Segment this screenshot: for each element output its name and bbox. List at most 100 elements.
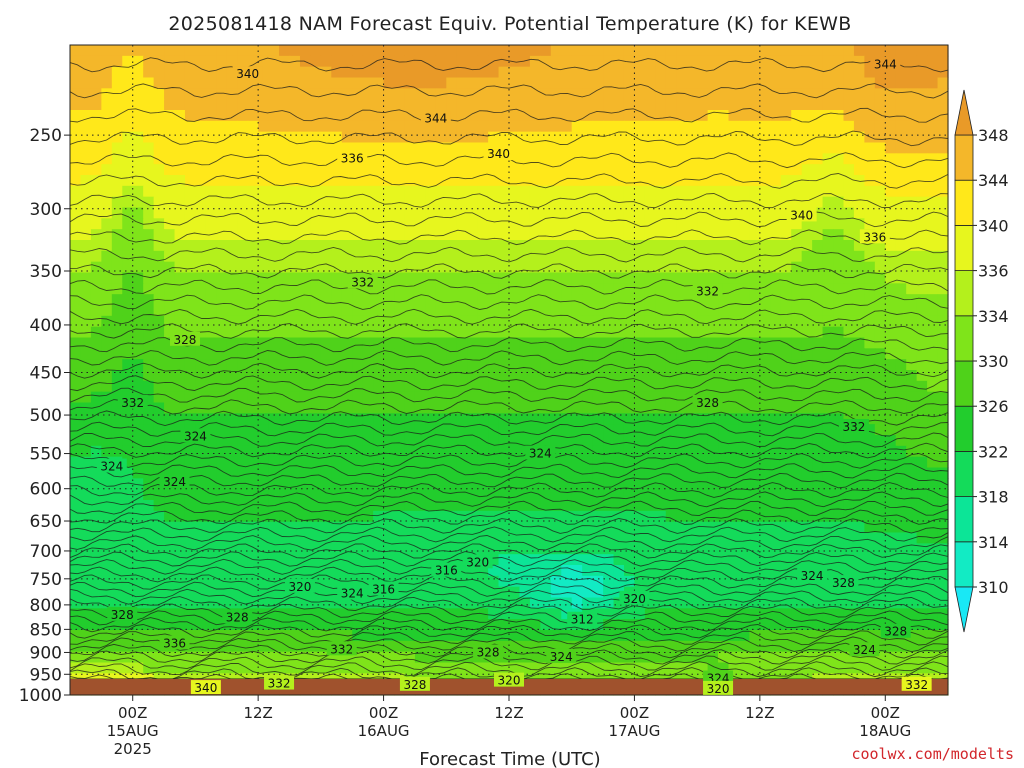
field-cell [404,99,416,111]
field-cell [205,164,217,176]
field-cell [435,478,447,490]
field-cell [853,250,865,263]
field-cell [509,315,521,328]
field-cell [519,272,531,284]
field-cell [174,413,186,425]
field-cell [603,110,615,122]
field-cell [906,153,918,165]
field-cell [226,586,238,599]
field-cell [477,619,489,631]
field-cell [143,554,155,566]
field-cell [634,294,646,306]
field-cell [665,467,677,479]
field-cell [853,196,865,209]
field-cell [216,142,228,154]
field-cell [394,185,406,198]
field-cell [373,142,385,154]
field-cell [498,175,510,187]
field-cell [603,575,615,588]
field-cell [164,348,176,360]
field-cell [488,229,500,241]
field-cell [414,532,426,544]
field-cell [258,565,270,577]
field-cell [655,565,667,577]
field-cell [634,175,646,187]
field-cell [759,261,771,274]
field-cell [488,131,500,144]
field-cell [509,229,521,241]
field-cell [341,554,353,566]
field-cell [70,294,82,306]
field-cell [373,66,385,79]
field-cell [759,88,771,100]
field-cell [864,510,876,523]
field-cell [467,326,479,339]
field-cell [310,272,322,284]
field-cell [467,261,479,274]
field-cell [216,467,228,479]
field-cell [550,575,562,588]
field-cell [132,294,144,306]
field-cell [205,305,217,317]
field-cell [383,510,395,523]
field-cell [603,88,615,100]
field-cell [331,272,343,284]
field-cell [655,456,667,469]
field-cell [916,445,928,458]
field-cell [258,402,270,414]
field-cell [467,456,479,469]
field-cell [425,45,437,57]
field-cell [874,240,886,252]
field-cell [164,543,176,555]
field-cell [456,77,468,89]
field-cell [770,272,782,284]
field-cell [122,272,134,284]
field-cell [655,229,667,241]
field-cell [686,185,698,198]
field-cell [477,207,489,219]
field-cell [184,77,197,89]
field-cell [143,283,155,295]
field-cell [111,142,123,154]
field-cell [425,326,437,339]
field-cell [895,283,907,295]
field-cell [488,500,500,512]
field-cell [655,99,667,111]
field-cell [529,608,541,620]
field-cell [101,261,113,274]
field-cell [864,294,876,306]
field-cell [226,261,238,274]
field-cell [435,175,447,187]
field-cell [644,175,656,187]
field-cell [853,337,865,349]
field-cell [352,120,364,133]
field-cell [791,272,803,284]
field-cell [258,467,270,479]
field-cell [164,99,176,111]
field-cell [174,110,186,122]
field-cell [812,413,824,425]
field-cell [299,294,311,306]
field-cell [686,359,698,371]
field-cell [362,575,374,588]
field-cell [623,283,636,295]
field-cell [143,77,155,89]
field-cell [111,153,123,165]
field-cell [425,207,437,219]
field-cell [561,424,573,436]
field-cell [174,283,186,295]
field-cell [456,532,468,544]
field-cell [383,326,395,339]
field-cell [80,662,92,674]
field-cell [728,510,740,523]
field-cell [937,640,949,653]
field-cell [362,261,374,274]
field-cell [90,99,102,111]
field-cell [843,630,855,642]
field-cell [571,348,583,360]
field-cell [268,424,280,436]
field-cell [780,445,792,458]
field-cell [686,283,698,295]
field-cell [707,272,719,284]
field-cell [414,326,426,339]
